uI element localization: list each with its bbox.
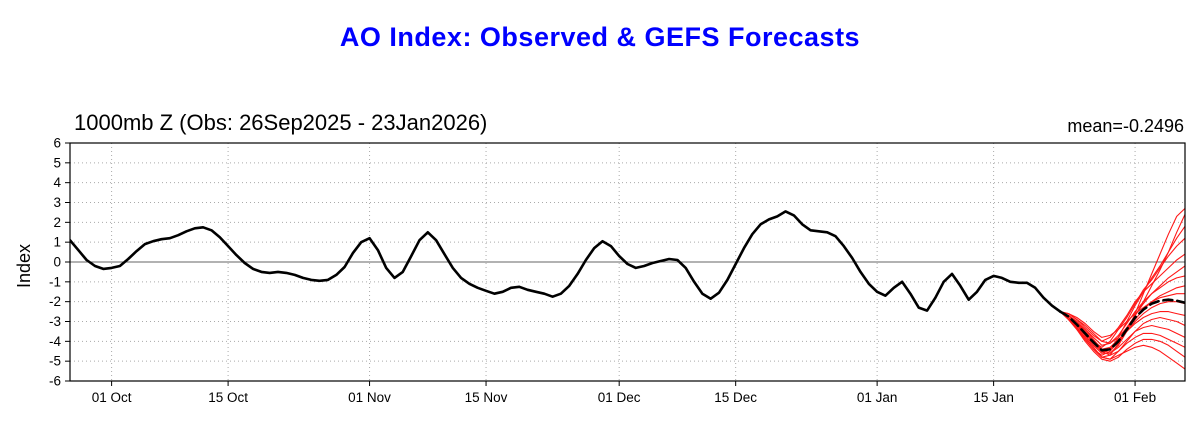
x-tick-labels: 01 Oct 15 Oct 01 Nov 15 Nov 01 Dec 15 Dec 01 J… (92, 390, 1156, 405)
svg-text:5: 5 (53, 155, 61, 170)
axis-ticks (65, 142, 1136, 386)
svg-text:3: 3 (53, 195, 61, 210)
ensemble-mean-line (1058, 298, 1185, 352)
svg-text:-4: -4 (49, 334, 61, 349)
svg-text:15 Dec: 15 Dec (714, 390, 757, 405)
svg-text:2: 2 (53, 215, 61, 230)
plot-border (69, 142, 1186, 382)
svg-text:4: 4 (53, 175, 61, 190)
svg-text:-5: -5 (49, 354, 61, 369)
y-tick-labels: -6 -5 -4 -3 -2 -1 0 1 2 3 4 5 6 (49, 136, 62, 389)
svg-text:01 Nov: 01 Nov (348, 390, 391, 405)
svg-text:-2: -2 (49, 294, 61, 309)
svg-text:01 Jan: 01 Jan (857, 390, 898, 405)
mean-value-label: mean=-0.2496 (1067, 116, 1184, 136)
observed-line (70, 210, 1062, 313)
svg-text:15 Nov: 15 Nov (465, 390, 508, 405)
gridlines (70, 143, 1185, 381)
svg-text:15 Oct: 15 Oct (208, 390, 248, 405)
svg-text:-6: -6 (49, 374, 61, 389)
svg-text:6: 6 (53, 136, 61, 151)
gefs-ensemble-member-lines (1059, 207, 1185, 370)
svg-text:01 Oct: 01 Oct (92, 390, 132, 405)
data-series (70, 207, 1185, 370)
svg-text:1: 1 (53, 235, 61, 250)
svg-text:0: 0 (53, 255, 61, 270)
svg-text:01 Feb: 01 Feb (1114, 390, 1156, 405)
svg-text:-1: -1 (49, 274, 61, 289)
svg-text:-3: -3 (49, 314, 61, 329)
chart-title: AO Index: Observed & GEFS Forecasts (339, 22, 861, 52)
svg-text:15 Jan: 15 Jan (973, 390, 1014, 405)
svg-text:01 Dec: 01 Dec (598, 390, 641, 405)
chart-subtitle: 1000mb Z (Obs: 26Sep2025 - 23Jan2026) (74, 110, 488, 135)
